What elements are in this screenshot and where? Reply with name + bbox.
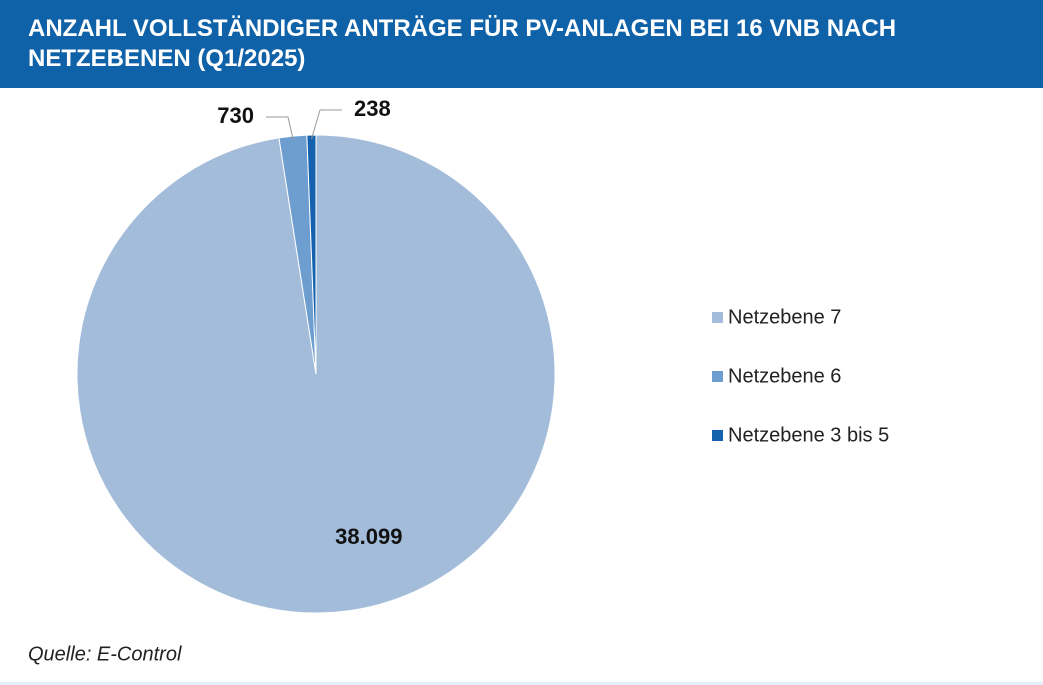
legend-swatch xyxy=(712,430,723,441)
data-label: 38.099 xyxy=(335,524,402,549)
data-label: 730 xyxy=(217,103,254,128)
leader-line xyxy=(266,116,294,141)
chart-title: ANZAHL VOLLSTÄNDIGER ANTRÄGE FÜR PV-ANLA… xyxy=(28,15,897,72)
legend-label: Netzebene 7 xyxy=(728,306,841,328)
leader-line xyxy=(311,109,342,140)
legend-label: Netzebene 6 xyxy=(728,365,841,387)
data-label: 238 xyxy=(354,96,391,121)
legend-swatch xyxy=(712,371,723,382)
legend-label: Netzebene 3 bis 5 xyxy=(728,424,889,446)
pie-slice xyxy=(306,134,317,375)
source: Quelle: E-Control xyxy=(28,643,182,665)
header xyxy=(0,0,1043,88)
legend-swatch xyxy=(712,312,723,323)
